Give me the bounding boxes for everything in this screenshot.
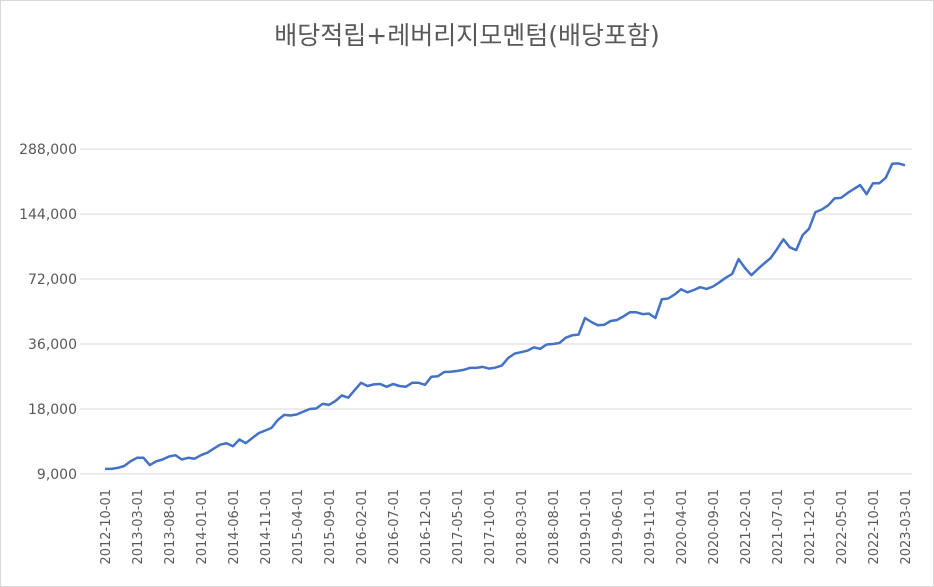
- chart-title: 배당적립+레버리지모멘텀(배당포함): [274, 21, 659, 50]
- x-tick-label: 2022-05-01: [835, 489, 850, 565]
- y-tick-label: 288,000: [19, 142, 77, 158]
- y-tick-label: 72,000: [28, 272, 77, 288]
- x-tick-label: 2017-10-01: [483, 489, 498, 565]
- y-tick-label: 36,000: [28, 337, 77, 353]
- x-tick-label: 2019-06-01: [611, 489, 626, 565]
- x-tick-label: 2019-11-01: [643, 489, 658, 565]
- x-tick-label: 2017-05-01: [451, 489, 466, 565]
- x-tick-label: 2021-02-01: [739, 489, 754, 565]
- x-tick-label: 2018-03-01: [515, 489, 530, 565]
- x-tick-label: 2015-04-01: [291, 489, 306, 565]
- x-tick-label: 2018-08-01: [547, 489, 562, 565]
- x-tick-label: 2013-08-01: [163, 489, 178, 565]
- x-tick-label: 2014-06-01: [227, 489, 242, 565]
- x-tick-label: 2020-09-01: [707, 489, 722, 565]
- y-tick-label: 144,000: [19, 207, 77, 223]
- y-tick-label: 9,000: [37, 467, 77, 483]
- x-tick-label: 2014-01-01: [195, 489, 210, 565]
- x-tick-label: 2016-02-01: [355, 489, 370, 565]
- x-tick-label: 2019-01-01: [579, 489, 594, 565]
- x-tick-label: 2012-10-01: [99, 489, 114, 565]
- line-series: [105, 162, 906, 471]
- x-tick-label: 2021-12-01: [803, 489, 818, 565]
- x-tick-label: 2020-04-01: [675, 489, 690, 565]
- x-tick-label: 2022-10-01: [867, 489, 882, 565]
- x-tick-label: 2016-07-01: [387, 489, 402, 565]
- x-tick-label: 2013-03-01: [131, 489, 146, 565]
- x-tick-label: 2023-03-01: [899, 489, 914, 565]
- x-tick-label: 2016-12-01: [419, 489, 434, 565]
- x-tick-label: 2014-11-01: [259, 489, 274, 565]
- y-tick-label: 18,000: [28, 402, 77, 418]
- x-tick-label: 2021-07-01: [771, 489, 786, 565]
- x-tick-label: 2015-09-01: [323, 489, 338, 565]
